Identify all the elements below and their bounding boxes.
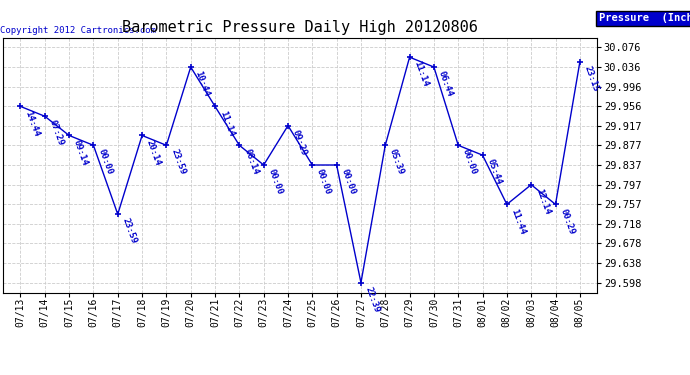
Text: 06:44: 06:44 xyxy=(437,70,454,98)
Text: 09:29: 09:29 xyxy=(290,128,308,157)
Text: 22:39: 22:39 xyxy=(364,285,382,314)
Text: 11:14: 11:14 xyxy=(413,60,430,88)
Text: 10:44: 10:44 xyxy=(193,70,211,98)
Text: 09:14: 09:14 xyxy=(72,138,90,166)
Text: 11:44: 11:44 xyxy=(510,207,527,236)
Text: 05:39: 05:39 xyxy=(388,148,406,176)
Text: Pressure  (Inches/Hg): Pressure (Inches/Hg) xyxy=(599,13,690,23)
Text: 23:15: 23:15 xyxy=(582,65,600,93)
Text: 23:59: 23:59 xyxy=(169,148,187,176)
Text: 23:59: 23:59 xyxy=(121,217,138,245)
Text: 00:00: 00:00 xyxy=(339,168,357,196)
Text: 11:14: 11:14 xyxy=(218,109,235,138)
Text: 00:00: 00:00 xyxy=(96,148,114,176)
Title: Barometric Pressure Daily High 20120806: Barometric Pressure Daily High 20120806 xyxy=(122,20,478,35)
Text: 00:00: 00:00 xyxy=(461,148,479,176)
Text: 00:29: 00:29 xyxy=(558,207,576,236)
Text: 00:00: 00:00 xyxy=(266,168,284,196)
Text: 07:29: 07:29 xyxy=(48,119,66,147)
Text: 20:14: 20:14 xyxy=(145,138,163,166)
Text: 08:14: 08:14 xyxy=(242,148,259,176)
Text: 12:14: 12:14 xyxy=(534,188,551,216)
Text: 05:44: 05:44 xyxy=(485,158,503,186)
Text: 00:00: 00:00 xyxy=(315,168,333,196)
Text: Copyright 2012 Cartronics.com: Copyright 2012 Cartronics.com xyxy=(1,26,157,35)
Text: 14:44: 14:44 xyxy=(23,109,41,138)
